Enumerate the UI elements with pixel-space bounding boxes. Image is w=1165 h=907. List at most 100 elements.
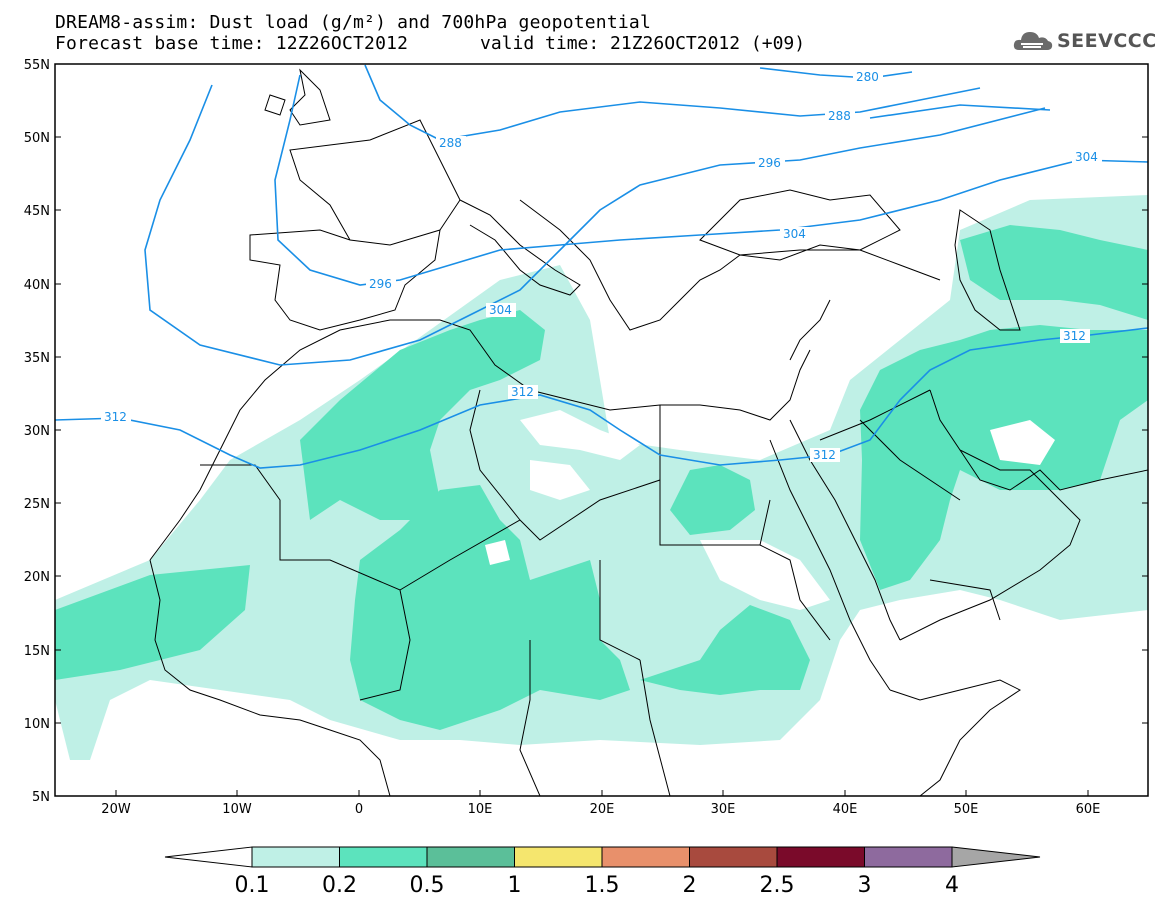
coastline-west-africa [149, 559, 391, 796]
contour-304 [274, 74, 1148, 286]
coastline-red-sea-west [769, 439, 891, 691]
coastline-arabia [899, 389, 1081, 641]
lat-tick-label: 15N [24, 644, 50, 659]
lon-tick-label: 60E [1076, 802, 1101, 817]
dust-region-mid-2 [300, 310, 545, 520]
colorbar-swatch [339, 846, 428, 868]
cloud-logo-icon [1013, 32, 1053, 50]
lon-tick-label: 20E [590, 802, 615, 817]
lat-tick-label: 55N [24, 58, 50, 73]
coastline-france [289, 119, 461, 241]
lat-tick-label: 45N [24, 204, 50, 219]
contour-288b [869, 104, 1051, 119]
colorbar-swatch [514, 846, 603, 868]
colorbar-swatch [776, 846, 865, 868]
dust-free-region-1 [530, 460, 590, 500]
contour-label: 288 [439, 136, 462, 150]
contour-label: 296 [369, 277, 392, 291]
seevccc-logo: SEEVCCC [1011, 26, 1156, 56]
contour-label: 280 [856, 70, 879, 84]
coastline-balkans [519, 199, 941, 331]
coastline-iberia [249, 229, 441, 331]
colorbar [164, 846, 1041, 868]
contour-label: 312 [1063, 329, 1086, 343]
colorbar-tick-label: 1.5 [585, 873, 620, 898]
latitude-labels: 55N 50N 45N 40N 35N 30N 25N 20N 15N 10N … [24, 58, 50, 805]
colorbar-tick-label: 0.1 [235, 873, 270, 898]
valid-time: valid time: 21Z26OCT2012 (+09) [480, 33, 806, 54]
colorbar-labels: 0.1 0.2 0.5 1 1.5 2 2.5 3 4 [235, 873, 960, 898]
dust-region-mid-7 [960, 225, 1148, 320]
dust-region-mid-1 [55, 565, 250, 680]
colorbar-swatch [251, 846, 340, 868]
lat-tick-label: 25N [24, 497, 50, 512]
colorbar-tick-label: 0.2 [322, 873, 357, 898]
colorbar-swatch [864, 846, 953, 868]
coastline-persian-gulf [959, 449, 1148, 491]
coastline-italy [459, 199, 581, 296]
lat-tick-label: 10N [24, 717, 50, 732]
colorbar-tick-label: 2 [683, 873, 697, 898]
lon-tick-label: 10E [468, 802, 493, 817]
dust-region-mid-4 [640, 605, 810, 695]
lon-tick-label: 20W [101, 802, 131, 817]
colorbar-swatch [601, 846, 690, 868]
dust-region-mid-3 [350, 485, 630, 730]
contour-312 [55, 327, 1148, 469]
lat-tick-label: 50N [24, 131, 50, 146]
contour-label: 288 [828, 109, 851, 123]
longitude-labels: 20W 10W 0 10E 20E 30E 40E 50E 60E [101, 802, 1100, 817]
contour-label: 304 [783, 227, 806, 241]
colorbar-tick-label: 1 [508, 873, 522, 898]
lat-tick-label: 5N [32, 790, 50, 805]
contour-label: 304 [1075, 150, 1098, 164]
lat-tick-label: 40N [24, 278, 50, 293]
coastline-north-africa [149, 319, 811, 561]
coastline-britain [264, 68, 331, 126]
lon-tick-label: 30E [711, 802, 736, 817]
dust-free-region-4 [700, 540, 830, 610]
map-title: DREAM8-assim: Dust load (g/m²) and 700hP… [55, 12, 651, 33]
colorbar-tick-label: 0.5 [410, 873, 445, 898]
colorbar-under-arrow [164, 846, 253, 868]
lon-tick-label: 10W [222, 802, 252, 817]
contour-288 [364, 64, 981, 141]
dust-free-region-5 [990, 420, 1055, 465]
dust-region-light [55, 195, 1148, 760]
coastline-horn [889, 679, 1021, 796]
dust-free-region-2 [485, 540, 510, 565]
country-borders [200, 389, 1001, 796]
colorbar-tick-label: 4 [945, 873, 959, 898]
geopotential-contours [55, 64, 1148, 469]
contour-296 [144, 84, 1046, 366]
lat-tick-label: 20N [24, 570, 50, 585]
colorbar-swatch [689, 846, 778, 868]
dust-free-region-3 [520, 410, 640, 460]
lat-tick-label: 35N [24, 351, 50, 366]
lon-tick-label: 0 [355, 802, 363, 817]
dust-layer [55, 195, 1148, 760]
colorbar-swatch [426, 846, 515, 868]
dust-region-mid-5 [670, 465, 755, 535]
colorbar-tick-label: 3 [858, 873, 872, 898]
colorbar-over-arrow [951, 846, 1041, 868]
latitude-axis [55, 63, 1148, 724]
lon-tick-label: 40E [833, 802, 858, 817]
forecast-base-time: Forecast base time: 12Z26OCT2012 [55, 33, 409, 54]
coastline-caspian [954, 209, 1021, 331]
contour-label: 312 [511, 385, 534, 399]
contour-280 [759, 67, 913, 79]
contour-label: 312 [813, 448, 836, 462]
logo-text: SEEVCCC [1057, 30, 1157, 52]
coastline-black-sea [699, 189, 901, 256]
coastline-levant [789, 299, 831, 361]
lat-tick-label: 30N [24, 424, 50, 439]
contour-label: 304 [489, 303, 512, 317]
lon-tick-label: 50E [954, 802, 979, 817]
coastlines [149, 68, 1148, 796]
longitude-axis [115, 790, 1089, 796]
contour-label: 312 [104, 410, 127, 424]
contour-labels: 280 288 288 296 296 304 304 304 312 312 … [101, 70, 1102, 462]
contour-label: 296 [758, 156, 781, 170]
